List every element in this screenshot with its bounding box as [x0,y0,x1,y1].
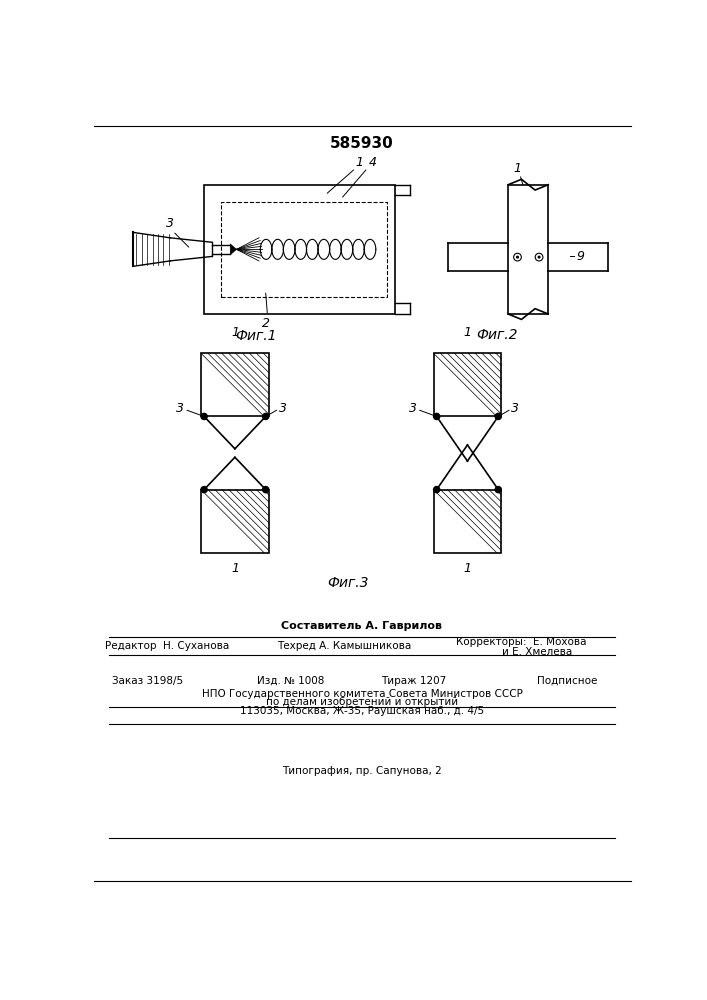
Text: Редактор  Н. Суханова: Редактор Н. Суханова [105,641,229,651]
Circle shape [433,413,440,420]
Text: 1: 1 [356,156,364,169]
Circle shape [262,413,269,420]
Circle shape [433,487,440,493]
Text: 1: 1 [231,562,239,575]
Text: 3: 3 [176,402,184,415]
Text: 3: 3 [279,402,287,415]
Bar [433,353,501,416]
Text: 2: 2 [262,317,269,330]
Bar [433,490,501,553]
Text: 3: 3 [409,402,416,415]
Bar [508,185,549,314]
Circle shape [495,413,501,420]
Text: Корректоры:  Е. Мохова: Корректоры: Е. Мохова [456,637,587,647]
Text: Техред А. Камышникова: Техред А. Камышникова [277,641,411,651]
Text: 1: 1 [513,162,522,175]
Circle shape [516,256,519,259]
Text: 585930: 585930 [330,136,394,151]
Text: 3: 3 [511,402,520,415]
Text: Фиг.2: Фиг.2 [476,328,518,342]
Text: НПО Государственного комитета Совета Министров СССР: НПО Государственного комитета Совета Мин… [201,689,522,699]
Text: Фиг.1: Фиг.1 [235,329,276,343]
Text: Типография, пр. Сапунова, 2: Типография, пр. Сапунова, 2 [282,766,442,776]
Text: Тираж 1207: Тираж 1207 [381,676,446,686]
Bar [204,185,395,314]
Bar [201,490,269,553]
Bar [201,353,269,416]
Circle shape [537,256,541,259]
Text: 1: 1 [464,562,472,575]
Text: 113035, Москва, Ж-35, Раушская наб., д. 4/5: 113035, Москва, Ж-35, Раушская наб., д. … [240,706,484,716]
Bar [221,202,387,297]
Text: Изд. № 1008: Изд. № 1008 [257,676,324,686]
Circle shape [495,487,501,493]
Text: Составитель А. Гаврилов: Составитель А. Гаврилов [281,621,443,631]
Circle shape [201,487,207,493]
Text: Подписное: Подписное [537,676,597,686]
Circle shape [201,413,207,420]
Text: 1: 1 [464,326,472,339]
Text: 4: 4 [369,156,377,169]
Text: 1: 1 [231,326,239,339]
Text: 9: 9 [576,250,584,263]
Text: 3: 3 [166,217,174,230]
Text: Заказ 3198/5: Заказ 3198/5 [112,676,183,686]
Polygon shape [230,244,236,255]
Text: по делам изобретений и открытий: по делам изобретений и открытий [266,697,458,707]
Text: Фиг.3: Фиг.3 [327,576,369,590]
Circle shape [262,487,269,493]
Text: и Е. Хмелева: и Е. Хмелева [502,647,572,657]
